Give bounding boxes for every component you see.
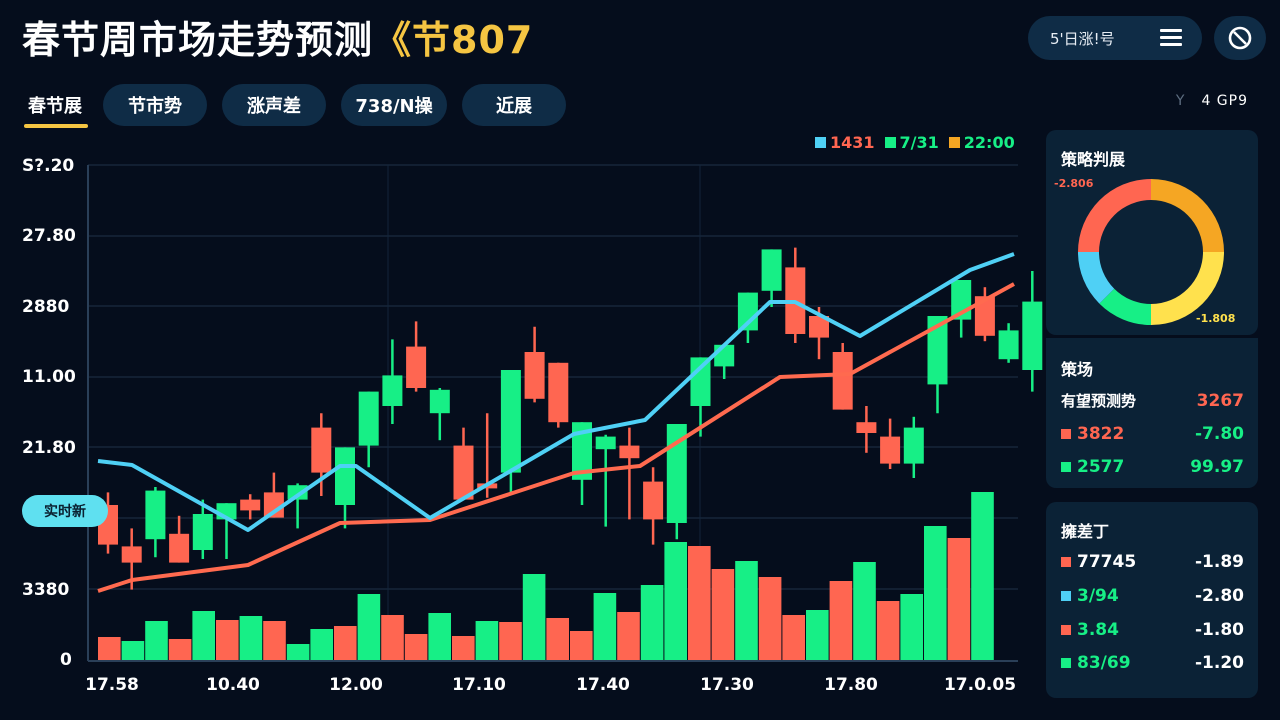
market-header-row: 有望预测势 3267 [1061,390,1244,411]
tab-bar: 春节展 节市势 涨声差 738/N操 近展 [22,84,566,128]
ma-fast-line [97,252,1015,532]
watchlist-row[interactable]: 3/94 -2.80 [1061,586,1244,606]
ma-slow-line [97,282,1015,593]
status-text: 4 GP9 [1201,93,1248,109]
x-tick: 17.10 [452,675,506,695]
strategy-panel: 策略判展 -2.806 -1.808 [1046,130,1258,335]
legend-label: 22:00 [963,133,1015,152]
watchlist-panel: 擁差丁 77745 -1.89 3/94 -2.80 3.84 -1.80 83… [1046,502,1258,698]
market-row-value: 99.97 [1190,457,1244,477]
market-row-label: 2577 [1077,457,1125,477]
y-tick: S?.20 [22,156,75,176]
prohibit-button[interactable] [1214,16,1266,60]
x-tick: 17.30 [700,675,754,695]
watchlist-title: 擁差丁 [1061,522,1110,541]
prohibit-icon [1228,26,1252,50]
tab-operations[interactable]: 738/N操 [341,84,447,126]
y-tick: 11.00 [22,367,76,387]
legend-swatch [948,137,960,148]
page-title: 春节周市场走势预测《节807 [22,14,533,66]
watchlist-label: 83/69 [1077,653,1131,673]
market-row[interactable]: 3822 -7.80 [1061,424,1244,444]
x-tick: 17.40 [576,675,630,695]
watchlist-value: -1.80 [1195,620,1244,640]
tab-spring-festival[interactable]: 春节展 [22,84,88,128]
volume-bars [98,492,994,660]
market-row-label: 3822 [1077,424,1125,444]
donut-label-top: -2.806 [1054,177,1094,190]
watchlist-label: 3/94 [1077,586,1119,606]
signal-icon: Y [1175,93,1186,109]
watchlist-row[interactable]: 77745 -1.89 [1061,552,1244,572]
watchlist-value: -1.20 [1195,653,1244,673]
market-header-value: 3267 [1196,390,1244,411]
legend-item[interactable]: 7/31 [884,133,939,152]
legend-item[interactable]: 1431 [815,133,875,152]
top-right-controls: 5'日涨!号 [1028,16,1266,60]
hamburger-menu-icon[interactable] [1160,29,1182,47]
legend-item[interactable]: 22:00 [948,133,1015,152]
swatch-red [1061,429,1071,439]
market-title: 策场 [1061,360,1094,379]
x-tick: 12.00 [329,675,383,695]
market-header-label: 有望预测势 [1061,392,1137,410]
period-selector[interactable]: 5'日涨!号 [1028,16,1202,60]
connection-status: Y 4 GP9 [1176,93,1248,109]
legend-swatch [884,137,896,148]
donut-chart[interactable] [1076,178,1226,326]
title-accent: 《节807 [373,18,534,62]
swatch-cyan [1061,591,1071,601]
market-row-value: -7.80 [1195,424,1244,444]
swatch-green [1061,658,1071,668]
watchlist-value: -1.89 [1195,552,1244,572]
x-tick: 17.58 [85,675,139,695]
title-main: 春节周市场走势预测 [22,18,374,62]
watchlist-value: -2.80 [1195,586,1244,606]
y-tick: 21.80 [22,438,76,458]
tab-market-trend[interactable]: 节市势 [103,84,207,126]
tab-gainers[interactable]: 涨声差 [222,84,326,126]
market-row[interactable]: 2577 99.97 [1061,457,1244,477]
chart-legend: 1431 7/31 22:00 [815,133,1015,152]
swatch-green [1061,462,1071,472]
tab-recent[interactable]: 近展 [462,84,566,126]
watchlist-row[interactable]: 3.84 -1.80 [1061,620,1244,640]
x-tick: 10.40 [206,675,260,695]
swatch-red [1061,557,1071,567]
donut-label-bottom: -1.808 [1196,312,1236,325]
legend-label: 7/31 [899,133,939,152]
strategy-title: 策略判展 [1061,150,1126,169]
period-label: 5'日涨!号 [1050,29,1115,48]
realtime-tag[interactable]: 实时新 [22,495,108,527]
watchlist-label: 3.84 [1077,620,1119,640]
watchlist-row[interactable]: 83/69 -1.20 [1061,653,1244,673]
legend-swatch [815,137,826,148]
y-tick: 3380 [22,580,70,600]
watchlist-label: 77745 [1077,552,1137,572]
y-tick: 0 [60,650,72,670]
y-tick: 27.80 [22,226,76,246]
swatch-red [1061,625,1071,635]
market-panel: 策场 有望预测势 3267 3822 -7.80 2577 99.97 [1046,338,1258,488]
x-tick: 17.0.05 [943,675,1017,695]
y-tick: 2880 [22,297,70,317]
legend-label: 1431 [830,133,875,152]
x-tick: 17.80 [824,675,878,695]
